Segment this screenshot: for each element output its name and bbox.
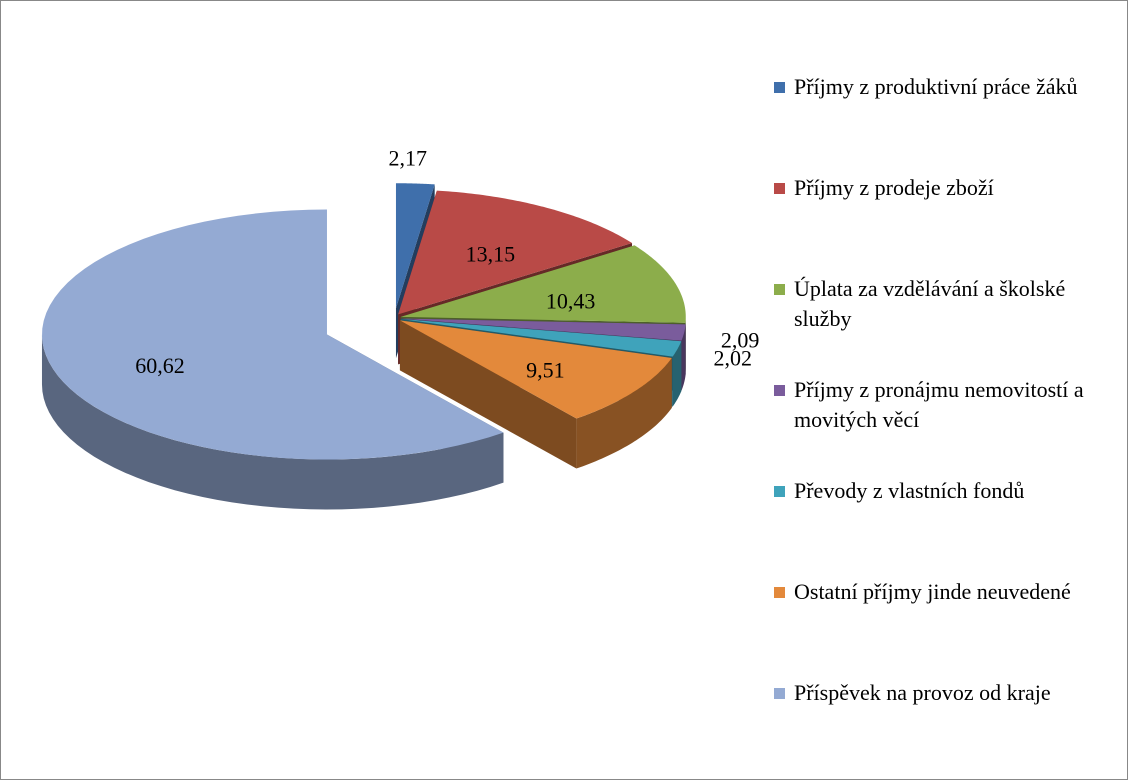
slice-wall [681, 324, 686, 391]
slice-wall [41, 334, 504, 510]
data-label: 10,43 [546, 288, 596, 313]
slice-top [400, 245, 686, 323]
legend-label: Úplata za vzdělávání a školské služby [794, 276, 1066, 331]
legend-item: Příjmy z produktivní práce žáků [770, 72, 1120, 173]
legend-swatch [774, 284, 785, 295]
legend-swatch [774, 587, 785, 598]
slice-wall [576, 357, 672, 469]
slice-top [42, 209, 504, 460]
slice-top [399, 320, 672, 419]
legend-label: Příjmy z prodeje zboží [794, 175, 994, 200]
legend-item: Příjmy z prodeje zboží [770, 173, 1120, 274]
legend-item: Příjmy z pronájmu nemovitostí a movitých… [770, 375, 1120, 476]
legend-item: Příspěvek na provoz od kraje [770, 678, 1120, 779]
slice-top [395, 183, 435, 309]
slice [41, 209, 504, 510]
data-label: 2,17 [388, 146, 427, 171]
legend: Příjmy z produktivní práce žáků Příjmy z … [770, 72, 1120, 779]
legend-item: Úplata za vzdělávání a školské služby [770, 274, 1120, 375]
legend-label: Příspěvek na provoz od kraje [794, 680, 1051, 705]
data-label: 2,09 [721, 327, 760, 352]
legend-label: Ostatní příjmy jinde neuvedené [794, 579, 1071, 604]
slice-side [399, 320, 577, 469]
slice-top [400, 319, 682, 357]
slice-top [398, 190, 633, 315]
legend-label: Příjmy z pronájmu nemovitostí a movitých… [794, 377, 1084, 432]
legend-swatch [774, 82, 785, 93]
legend-label: Převody z vlastních fondů [794, 478, 1025, 503]
data-label: 9,51 [526, 357, 565, 382]
slice-wall [672, 341, 682, 407]
slice-top [400, 318, 686, 341]
legend-swatch [774, 183, 785, 194]
legend-label: Příjmy z produktivní práce žáků [794, 74, 1078, 99]
data-label: 13,15 [466, 241, 516, 266]
legend-swatch [774, 385, 785, 396]
legend-item: Ostatní příjmy jinde neuvedené [770, 577, 1120, 678]
data-label: 60,62 [135, 353, 185, 378]
legend-swatch [774, 486, 785, 497]
legend-swatch [774, 688, 785, 699]
slice [399, 320, 672, 469]
data-label: 2,02 [713, 346, 752, 371]
legend-item: Převody z vlastních fondů [770, 476, 1120, 577]
